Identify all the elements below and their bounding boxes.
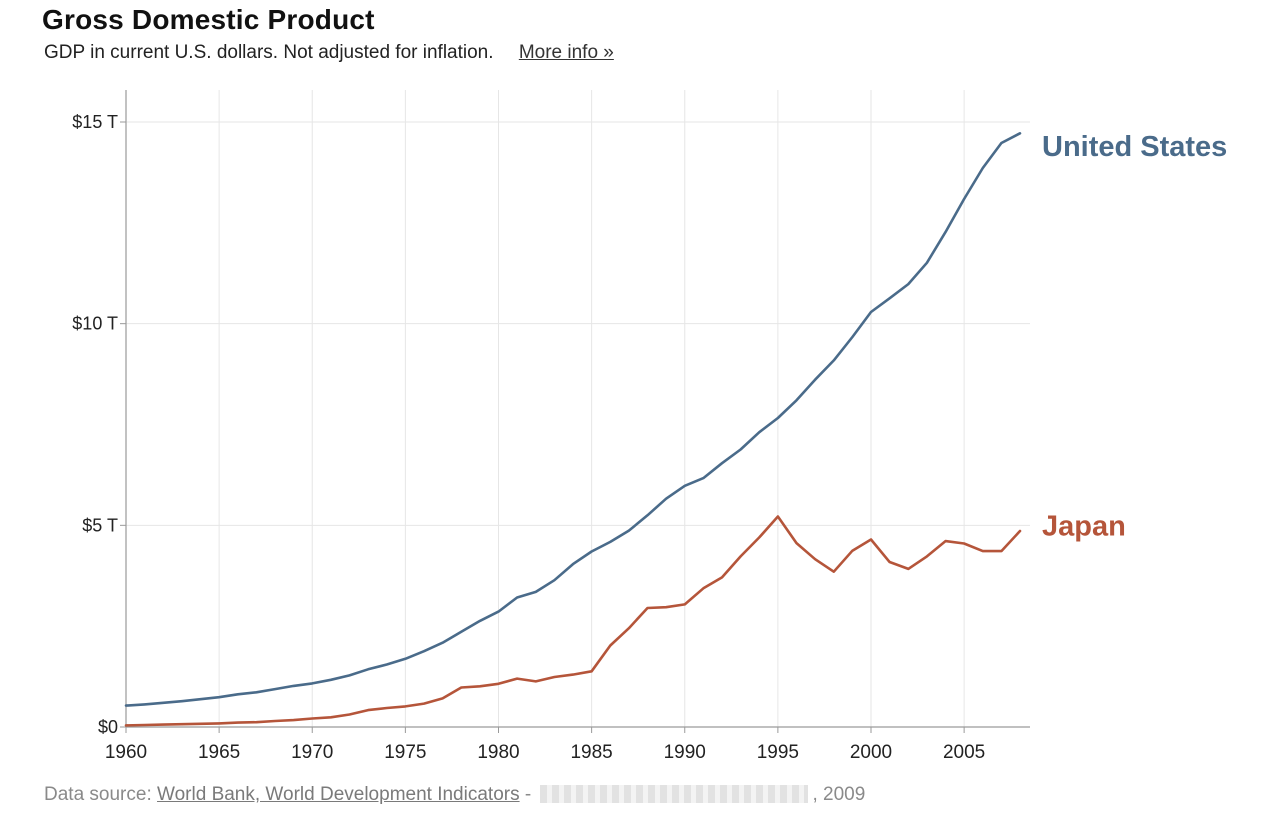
series-label-japan: Japan (1042, 510, 1126, 542)
x-tick-label-1975: 1975 (384, 742, 426, 763)
data-source-year: , 2009 (812, 784, 866, 805)
series-line-japan (124, 515, 1022, 727)
subtitle-row: GDP in current U.S. dollars. Not adjuste… (44, 42, 614, 64)
x-tick-label-1990: 1990 (664, 742, 706, 763)
x-tick-label-1965: 1965 (198, 742, 240, 763)
y-tick-label-0: $0 (98, 717, 118, 737)
x-tick-label-1960: 1960 (105, 742, 147, 763)
data-source-footer: Data source: World Bank, World Developme… (44, 784, 865, 806)
x-tick-label-1970: 1970 (291, 742, 333, 763)
y-tick-label-5: $5 T (82, 515, 118, 535)
x-tick-label-1980: 1980 (477, 742, 519, 763)
x-tick-label-2005: 2005 (943, 742, 985, 763)
y-tick-label-10: $10 T (72, 314, 118, 334)
chart-subtitle: GDP in current U.S. dollars. Not adjuste… (44, 42, 494, 63)
series-line-united-states (124, 132, 1022, 707)
series-label-united-states: United States (1042, 131, 1227, 163)
data-source-link[interactable]: World Bank, World Development Indicators (157, 784, 520, 805)
chart-title: Gross Domestic Product (42, 4, 375, 35)
data-source-prefix: Data source: (44, 784, 152, 805)
redacted-text-block (540, 785, 809, 803)
y-tick-label-15: $15 T (72, 112, 118, 132)
more-info-link[interactable]: More info » (518, 42, 614, 63)
x-tick-label-1995: 1995 (757, 742, 799, 763)
gdp-line-chart: $0 $5 T $10 T $15 T 1960 1965 1970 1975 1980 1985… (72, 90, 1227, 763)
x-tick-label-1985: 1985 (570, 742, 612, 763)
data-source-separator: - (524, 784, 532, 805)
x-tick-label-2000: 2000 (850, 742, 892, 763)
